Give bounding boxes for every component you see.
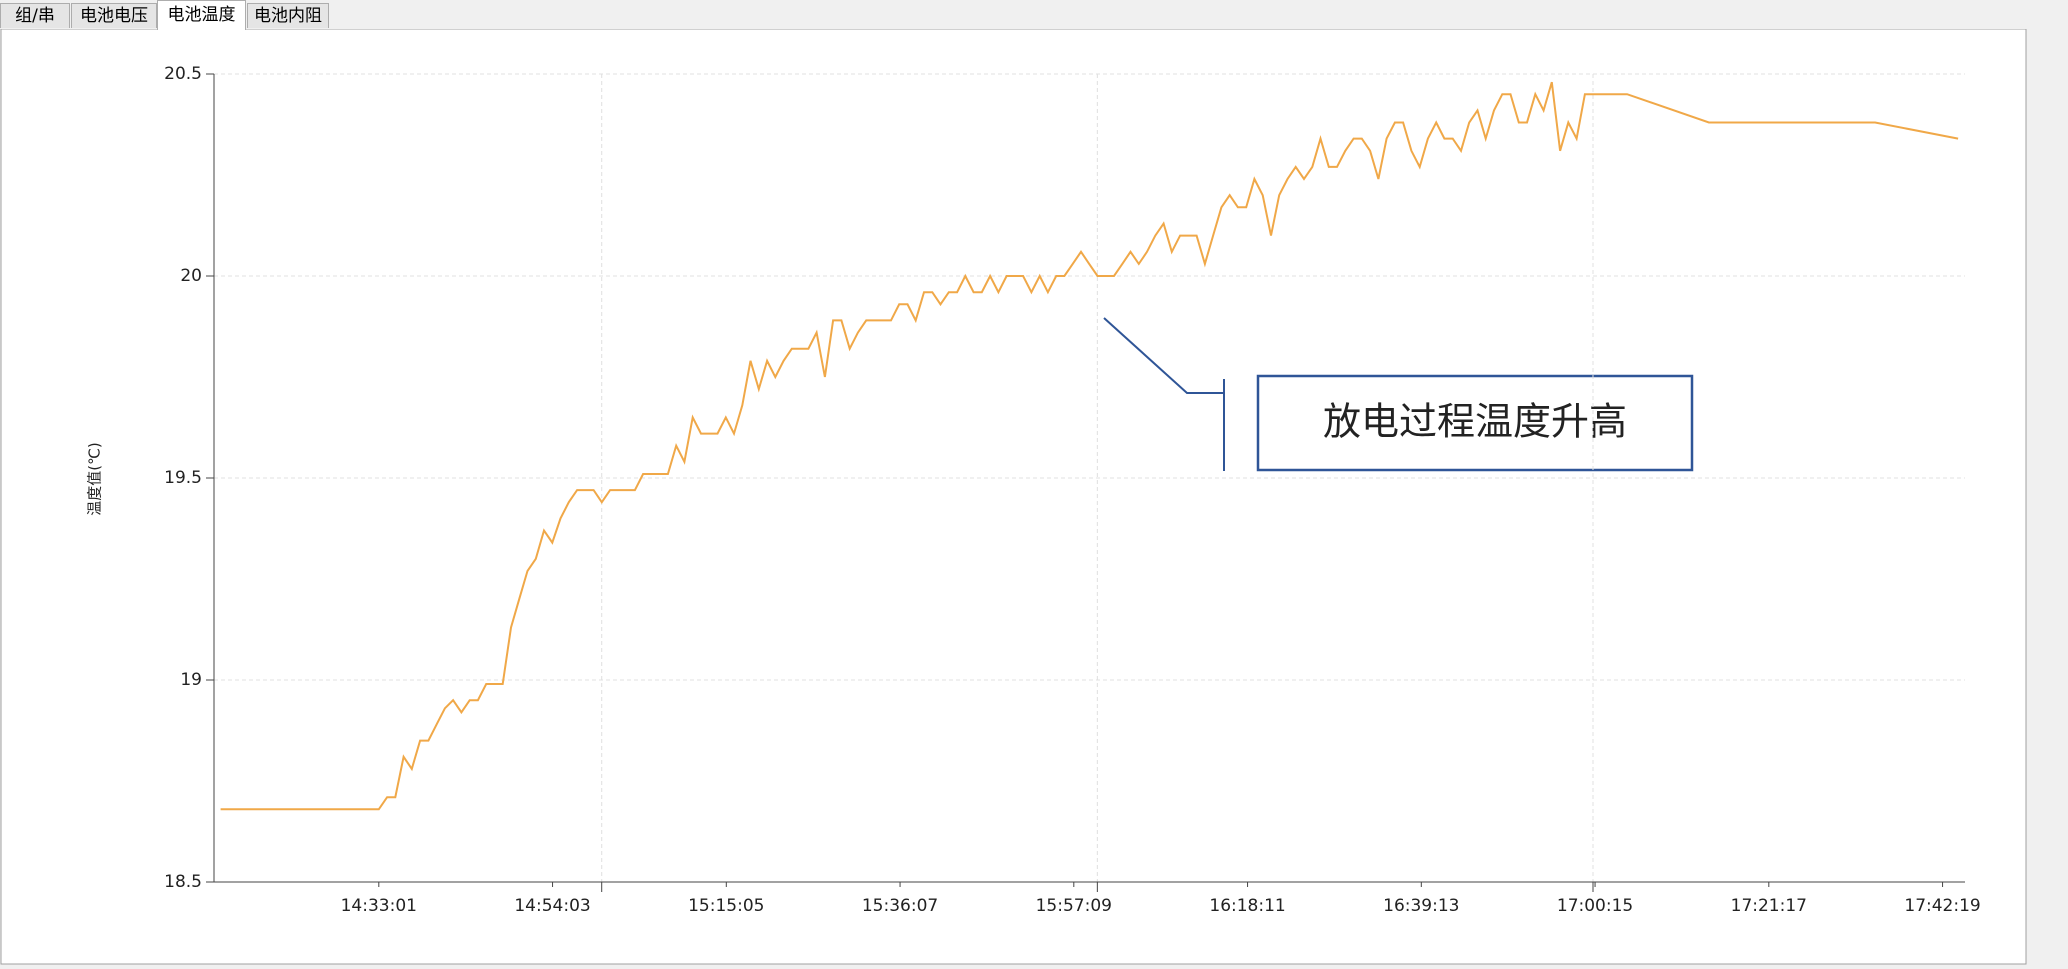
tab[interactable]: 组/串	[0, 3, 70, 28]
callout-line	[1103, 317, 1224, 394]
x-tick-label: 16:39:13	[1383, 896, 1459, 916]
chart: 温度值(℃) 放电过程温度升高 18.5 19 19.5 20 20.5 14:33:01…	[0, 29, 2027, 965]
x-tick-label: 15:57:09	[1036, 896, 1112, 916]
y-axis-label: 温度值(℃)	[86, 442, 104, 516]
y-tick-label: 19.5	[164, 468, 202, 488]
y-tick-label: 20	[180, 266, 202, 286]
annotation: 放电过程温度升高	[1323, 400, 1627, 444]
y-tick-label: 20.5	[164, 64, 202, 84]
y-tick-label: 19	[180, 670, 202, 690]
annotation-box	[1256, 374, 1694, 472]
y-tick-label: 18.5	[164, 872, 202, 892]
data-line	[220, 81, 1959, 811]
x-tick-label: 16:18:11	[1209, 896, 1285, 916]
tab-bar: 组/串 电池电压 电池温度 电池内阻	[0, 0, 2068, 30]
x-tick-label: 15:36:07	[862, 896, 938, 916]
x-tick-label: 17:00:15	[1557, 896, 1633, 916]
tab[interactable]: 电池电压	[71, 3, 157, 28]
x-tick-label: 17:21:17	[1731, 896, 1807, 916]
x-tick-label: 17:42:19	[1904, 896, 1980, 916]
x-tick-label: 14:54:03	[514, 896, 590, 916]
chart-frame	[0, 29, 2027, 965]
x-tick-label: 15:15:05	[688, 896, 764, 916]
tab[interactable]: 电池内阻	[247, 3, 329, 28]
x-tick-label: 14:33:01	[341, 896, 417, 916]
tab[interactable]: 电池温度	[157, 0, 246, 30]
